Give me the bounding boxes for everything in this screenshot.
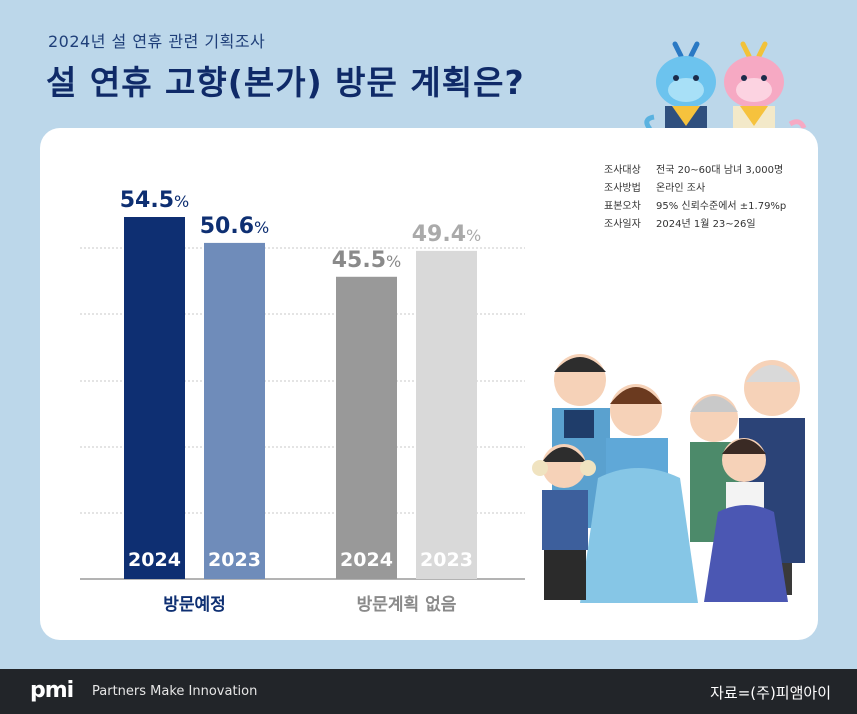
family-illustration bbox=[532, 354, 805, 603]
survey-info-key: 조사방법 bbox=[604, 183, 641, 194]
bar-series-label: 2024 bbox=[340, 549, 393, 571]
footer-source: 자료=(주)피앰아이 bbox=[710, 684, 831, 702]
survey-info-row: 조사대상 전국 20~60대 남녀 3,000명 bbox=[604, 162, 786, 180]
survey-info-row: 조사일자 2024년 1월 23~26일 bbox=[604, 216, 786, 234]
bar-series-label: 2023 bbox=[208, 549, 261, 571]
survey-info-value: 전국 20~60대 남녀 3,000명 bbox=[656, 165, 784, 176]
page-subtitle: 2024년 설 연휴 관련 기획조사 bbox=[48, 32, 266, 51]
category-label: 방문계획 없음 bbox=[357, 595, 457, 615]
bar-value-label: 49.4% bbox=[412, 222, 481, 247]
pmi-logo: pmi bbox=[30, 678, 74, 703]
survey-info: 조사대상 전국 20~60대 남녀 3,000명 조사방법 온라인 조사 표본오차 9… bbox=[604, 162, 786, 234]
bar-chart: 2024 54.5% 2023 50.6% 방문예정 2024 45.5% 2023 49.4%… bbox=[80, 188, 525, 615]
footer-tagline: Partners Make Innovation bbox=[92, 684, 258, 699]
survey-info-value: 2024년 1월 23~26일 bbox=[656, 219, 756, 230]
bar-series-label: 2024 bbox=[128, 549, 181, 571]
survey-info-key: 조사대상 bbox=[604, 165, 641, 176]
bar bbox=[124, 217, 185, 579]
bar-series-label: 2023 bbox=[420, 549, 473, 571]
bar bbox=[416, 250, 477, 579]
bar-value-label: 54.5% bbox=[120, 188, 189, 213]
survey-info-row: 표본오차 95% 신뢰수준에서 ±1.79%p bbox=[604, 198, 786, 216]
survey-info-value: 온라인 조사 bbox=[656, 183, 706, 194]
survey-info-key: 조사일자 bbox=[604, 219, 641, 230]
survey-info-key: 표본오차 bbox=[604, 201, 641, 212]
survey-info-row: 조사방법 온라인 조사 bbox=[604, 180, 786, 198]
footer: pmi Partners Make Innovation 자료=(주)피앰아이 bbox=[0, 669, 857, 714]
bar bbox=[336, 276, 397, 579]
category-label: 방문예정 bbox=[163, 595, 226, 615]
bar bbox=[204, 242, 265, 579]
survey-info-value: 95% 신뢰수준에서 ±1.79%p bbox=[656, 201, 787, 212]
bar-value-label: 45.5% bbox=[332, 248, 401, 273]
bar-value-label: 50.6% bbox=[200, 214, 269, 239]
page-title: 설 연휴 고향(본가) 방문 계획은? bbox=[46, 63, 525, 102]
